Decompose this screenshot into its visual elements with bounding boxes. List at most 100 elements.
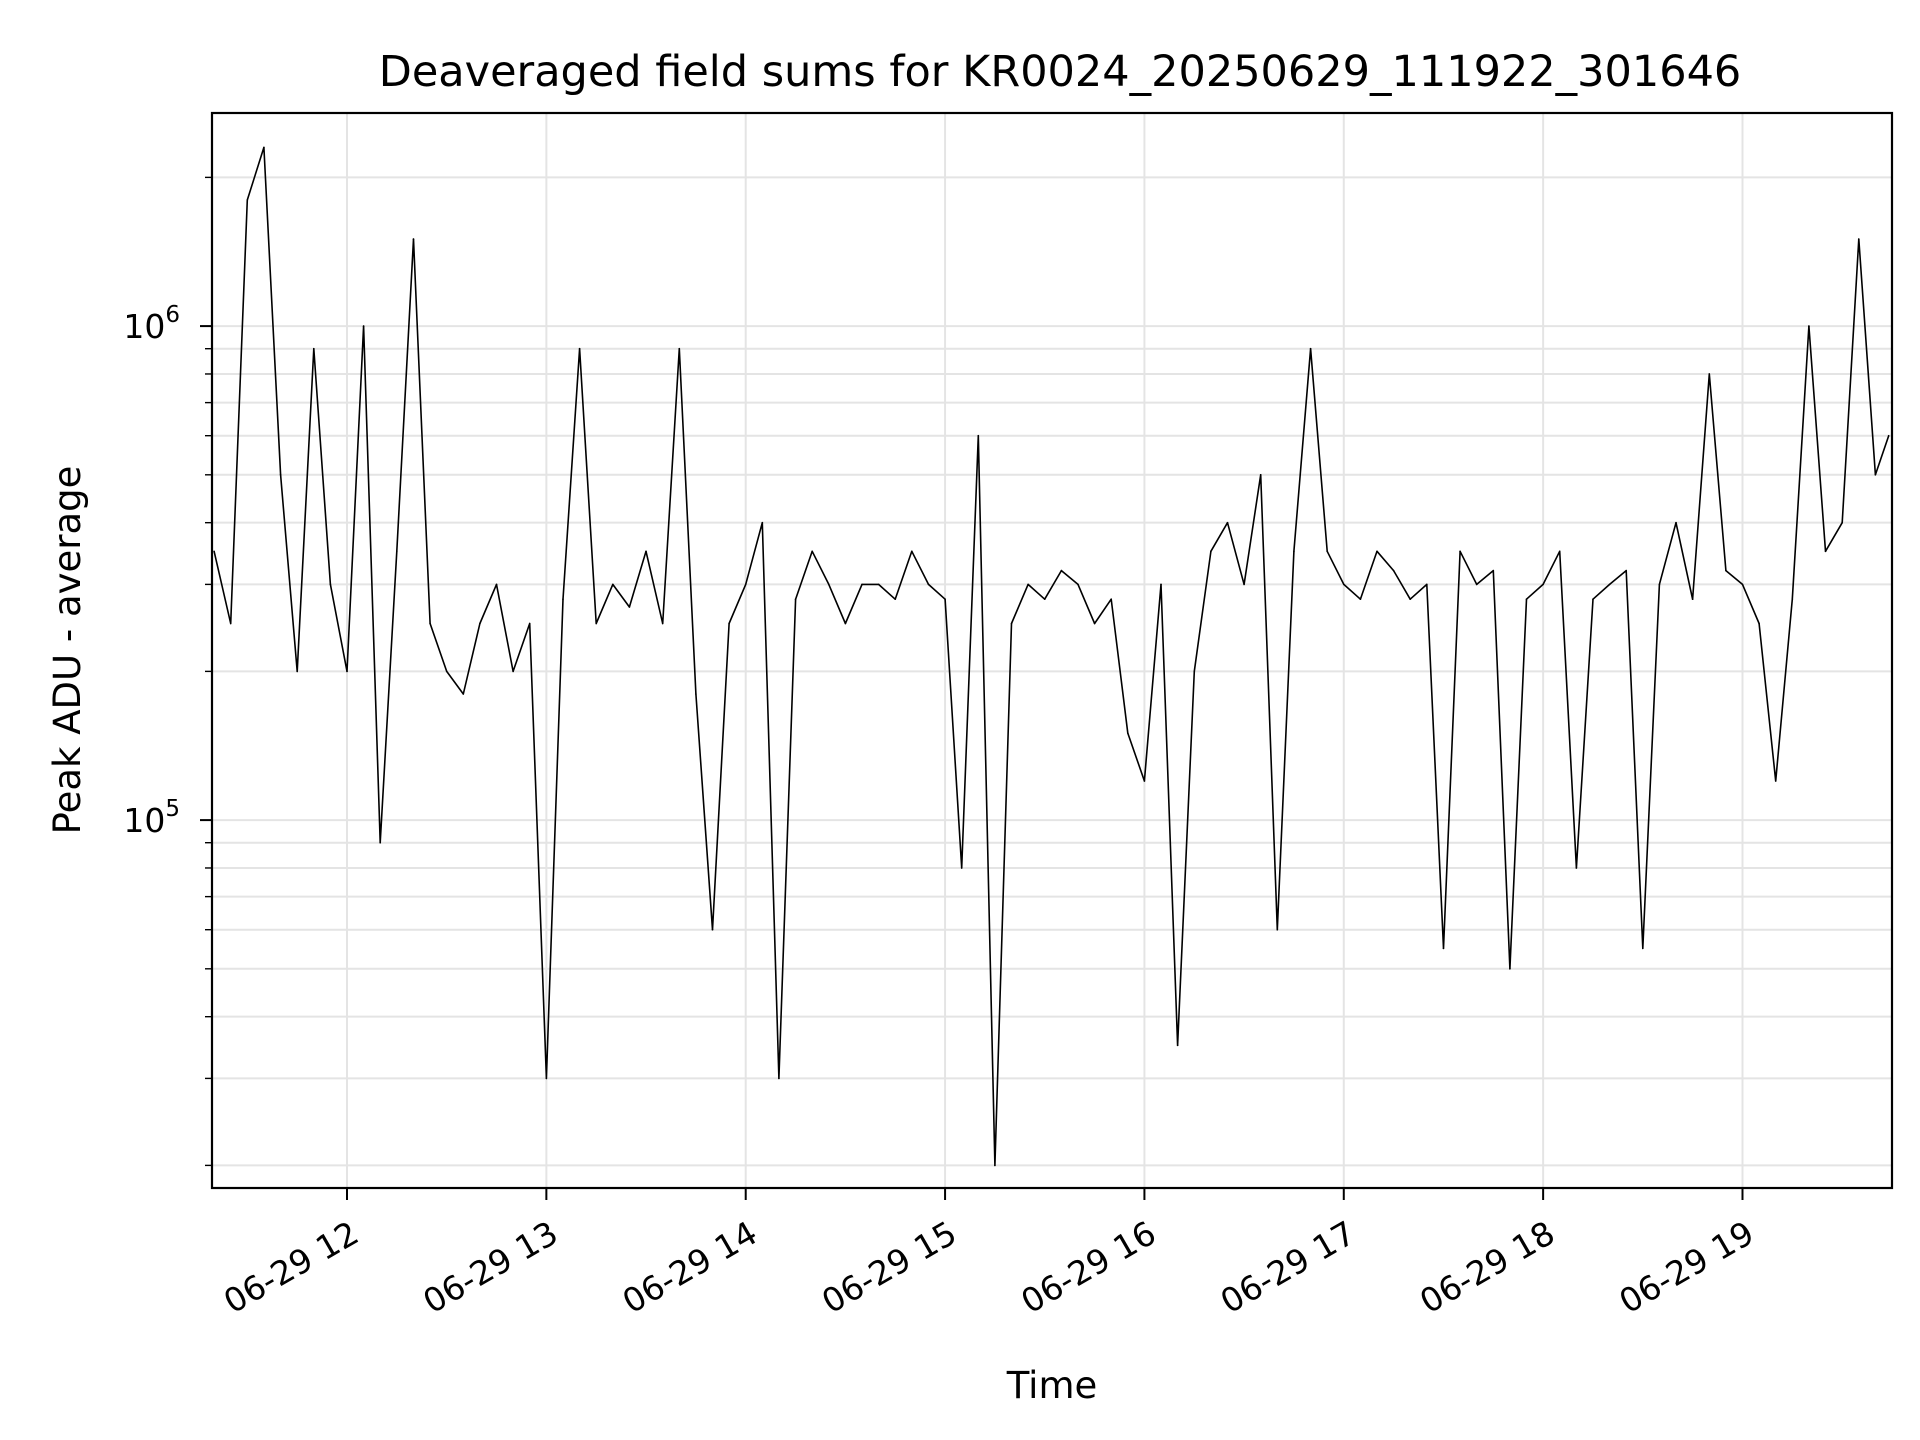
data-point — [1409, 598, 1412, 601]
x-tick-label: 06-29 12 — [217, 1213, 365, 1321]
data-point — [1857, 238, 1860, 240]
data-point — [811, 550, 813, 553]
data-point — [645, 550, 647, 553]
data-point — [1592, 598, 1594, 601]
grid-lines — [212, 113, 1892, 1188]
data-point — [1110, 598, 1112, 601]
data-point — [545, 1077, 548, 1080]
data-point — [1791, 598, 1794, 601]
x-tick-label: 06-29 13 — [416, 1213, 564, 1321]
data-point — [1359, 598, 1362, 601]
data-point — [1160, 583, 1162, 586]
data-point — [894, 598, 897, 601]
data-point — [944, 598, 946, 601]
data-point — [1774, 780, 1777, 782]
data-point — [977, 434, 980, 437]
data-point — [1176, 1044, 1179, 1047]
data-point — [1525, 598, 1528, 601]
data-point — [1887, 434, 1890, 437]
data-point — [1558, 550, 1561, 553]
data-point — [1841, 521, 1843, 524]
data-point — [1010, 622, 1013, 625]
data-point — [595, 622, 597, 625]
y-tick-label: 105 — [123, 796, 180, 840]
data-point — [728, 622, 730, 625]
data-point — [346, 670, 348, 673]
data-point — [827, 583, 830, 586]
data-point — [479, 622, 481, 625]
data-point — [1608, 583, 1611, 586]
data-point — [661, 622, 664, 625]
data-point — [761, 521, 764, 524]
data-point — [445, 670, 448, 673]
x-tick-label: 06-29 19 — [1612, 1213, 1760, 1321]
data-point — [1093, 622, 1096, 625]
data-point — [412, 238, 415, 240]
data-point — [1276, 928, 1279, 931]
data-point — [1226, 521, 1229, 524]
data-point — [711, 928, 714, 931]
data-point — [678, 347, 681, 350]
data-point — [1143, 780, 1146, 782]
series-line-group — [213, 146, 1890, 1167]
data-point — [213, 550, 215, 553]
data-point — [877, 583, 880, 586]
x-tick-label: 06-29 16 — [1014, 1213, 1162, 1321]
data-point — [1658, 583, 1661, 586]
data-point — [1293, 550, 1295, 553]
data-point — [1392, 569, 1395, 572]
data-point — [362, 325, 365, 327]
data-point — [1808, 325, 1810, 327]
data-point — [1426, 583, 1428, 586]
data-point — [1127, 732, 1129, 734]
data-point — [246, 199, 249, 201]
data-point — [1509, 968, 1511, 970]
data-point — [578, 347, 581, 350]
data-point — [1675, 521, 1677, 524]
data-point — [1741, 583, 1744, 586]
data-point — [1326, 550, 1328, 553]
data-point — [312, 347, 315, 350]
data-point — [1243, 583, 1245, 586]
data-point — [1542, 583, 1544, 586]
data-point — [1725, 569, 1727, 572]
data-point — [1459, 550, 1461, 553]
data-point — [396, 550, 398, 553]
data-point — [1874, 474, 1877, 476]
data-point — [1043, 598, 1046, 601]
y-axis-label: Peak ADU - average — [46, 466, 89, 835]
data-point — [960, 867, 963, 869]
data-point — [844, 622, 847, 625]
x-tick-label: 06-29 14 — [616, 1213, 764, 1321]
data-point — [279, 474, 282, 476]
data-point — [263, 146, 265, 149]
data-point — [1758, 622, 1760, 625]
y-tick-label: 106 — [123, 302, 180, 346]
data-point — [1642, 947, 1644, 950]
data-point — [1442, 947, 1445, 950]
x-tick-label: 06-29 15 — [815, 1213, 963, 1321]
chart-title: Deaveraged field sums for KR0024_2025062… — [379, 47, 1742, 97]
data-point — [512, 670, 514, 673]
data-point — [462, 693, 465, 695]
x-tick-label: 06-29 17 — [1214, 1213, 1362, 1321]
data-point — [495, 583, 498, 586]
data-point — [1060, 569, 1063, 572]
plot-frame — [210, 111, 1894, 1190]
data-point — [1259, 474, 1262, 476]
data-point — [562, 598, 564, 601]
data-point — [861, 583, 863, 586]
data-point — [1475, 583, 1478, 586]
data-point — [1342, 583, 1345, 586]
data-point — [911, 550, 913, 553]
data-point — [695, 693, 697, 695]
data-point — [1691, 598, 1694, 601]
data-point — [744, 583, 747, 586]
data-point — [1193, 670, 1196, 673]
data-point — [379, 841, 382, 844]
data-point — [1309, 347, 1312, 350]
data-point — [528, 622, 531, 625]
x-axis-label: Time — [1006, 1364, 1098, 1407]
data-point — [429, 622, 431, 625]
data-point — [628, 606, 631, 608]
